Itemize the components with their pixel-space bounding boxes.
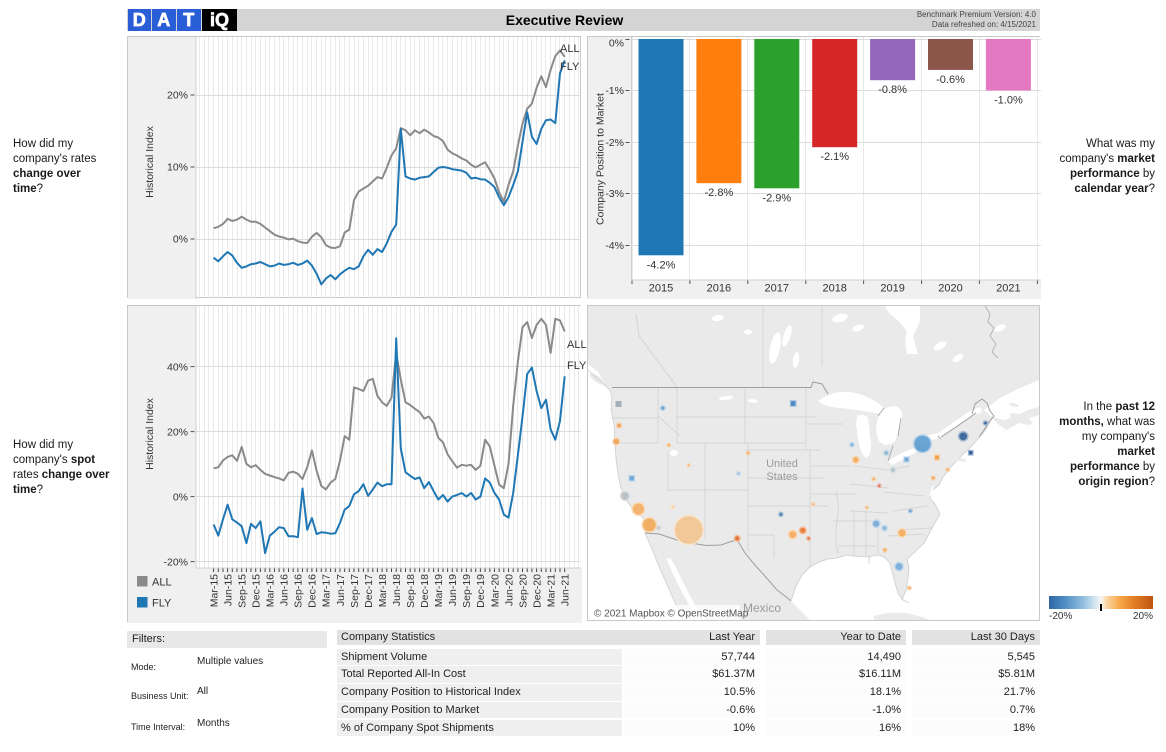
svg-text:Mar-18: Mar-18 bbox=[377, 574, 389, 607]
svg-text:-2.8%: -2.8% bbox=[705, 187, 734, 199]
svg-text:Historical Index: Historical Index bbox=[144, 125, 156, 198]
svg-text:-4%: -4% bbox=[605, 240, 624, 252]
svg-text:Mexico: Mexico bbox=[743, 601, 781, 615]
svg-text:Dec-18: Dec-18 bbox=[419, 574, 431, 608]
svg-text:States: States bbox=[766, 471, 798, 483]
svg-text:20%: 20% bbox=[167, 426, 188, 438]
svg-text:FLY: FLY bbox=[560, 61, 580, 73]
svg-text:0%: 0% bbox=[173, 234, 188, 246]
svg-text:Dec-16: Dec-16 bbox=[307, 574, 319, 608]
svg-text:Dec-19: Dec-19 bbox=[475, 574, 487, 608]
svg-text:Company Position to Market: Company Position to Market bbox=[595, 93, 607, 225]
svg-text:-1.0%: -1.0% bbox=[994, 95, 1023, 107]
svg-text:-1%: -1% bbox=[605, 85, 624, 97]
svg-text:2018: 2018 bbox=[822, 283, 846, 295]
svg-text:FLY: FLY bbox=[567, 360, 587, 372]
svg-text:United: United bbox=[766, 458, 798, 470]
svg-text:0%: 0% bbox=[173, 491, 188, 503]
svg-text:Mar-15: Mar-15 bbox=[208, 574, 220, 607]
svg-text:Sep-20: Sep-20 bbox=[517, 574, 529, 608]
svg-text:ALL: ALL bbox=[152, 577, 172, 589]
svg-text:-4.2%: -4.2% bbox=[647, 259, 676, 271]
svg-text:Mar-16: Mar-16 bbox=[265, 574, 277, 607]
svg-text:Jun-20: Jun-20 bbox=[503, 574, 515, 606]
svg-text:Sep-18: Sep-18 bbox=[405, 574, 417, 608]
svg-text:Jun-19: Jun-19 bbox=[447, 574, 459, 606]
svg-text:-0.6%: -0.6% bbox=[936, 74, 965, 86]
svg-text:2017: 2017 bbox=[765, 283, 789, 295]
svg-text:-3%: -3% bbox=[605, 188, 624, 200]
svg-text:0%: 0% bbox=[609, 38, 624, 50]
svg-text:-0.8%: -0.8% bbox=[878, 84, 907, 96]
svg-text:Dec-15: Dec-15 bbox=[251, 574, 263, 608]
svg-text:Jun-15: Jun-15 bbox=[222, 574, 234, 606]
svg-text:Mar-17: Mar-17 bbox=[321, 574, 333, 607]
svg-text:Jun-18: Jun-18 bbox=[391, 574, 403, 606]
svg-text:-2%: -2% bbox=[605, 137, 624, 149]
svg-text:Mar-20: Mar-20 bbox=[489, 574, 501, 607]
svg-text:ALL: ALL bbox=[567, 339, 587, 351]
svg-text:Sep-15: Sep-15 bbox=[237, 574, 249, 608]
svg-text:Mar-21: Mar-21 bbox=[545, 574, 557, 607]
svg-text:-20%: -20% bbox=[163, 556, 188, 568]
svg-text:2020: 2020 bbox=[938, 283, 962, 295]
svg-text:FLY: FLY bbox=[152, 598, 172, 610]
svg-text:Historical Index: Historical Index bbox=[144, 397, 156, 470]
svg-text:10%: 10% bbox=[167, 162, 188, 174]
svg-text:40%: 40% bbox=[167, 361, 188, 373]
svg-text:Dec-17: Dec-17 bbox=[363, 574, 375, 608]
svg-text:Jun-21: Jun-21 bbox=[560, 574, 572, 606]
svg-text:Dec-20: Dec-20 bbox=[531, 574, 543, 608]
svg-text:2021: 2021 bbox=[996, 283, 1020, 295]
svg-text:ALL: ALL bbox=[560, 43, 580, 55]
svg-text:© 2021 Mapbox © OpenStreetMap: © 2021 Mapbox © OpenStreetMap bbox=[594, 609, 749, 620]
svg-text:Sep-17: Sep-17 bbox=[349, 574, 361, 608]
svg-text:Sep-19: Sep-19 bbox=[461, 574, 473, 608]
svg-text:Jun-16: Jun-16 bbox=[279, 574, 291, 606]
svg-text:Jun-17: Jun-17 bbox=[335, 574, 347, 606]
svg-text:-2.1%: -2.1% bbox=[820, 151, 849, 163]
svg-text:2016: 2016 bbox=[707, 283, 731, 295]
svg-text:2019: 2019 bbox=[880, 283, 904, 295]
svg-text:Mar-19: Mar-19 bbox=[433, 574, 445, 607]
svg-text:2015: 2015 bbox=[649, 283, 673, 295]
svg-text:-2.9%: -2.9% bbox=[762, 192, 791, 204]
svg-text:20%: 20% bbox=[167, 90, 188, 102]
svg-text:Sep-16: Sep-16 bbox=[293, 574, 305, 608]
